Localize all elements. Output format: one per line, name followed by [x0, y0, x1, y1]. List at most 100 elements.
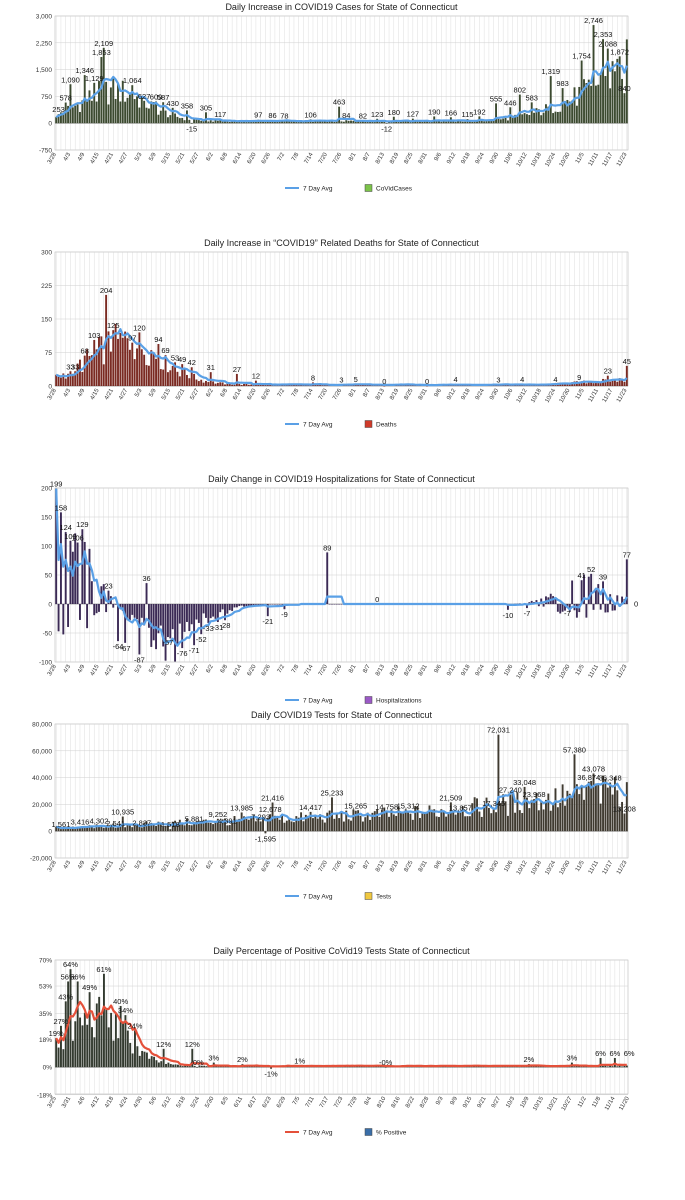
bar — [611, 61, 614, 124]
bar — [83, 826, 86, 832]
x-tick-label: 7/2 — [277, 151, 287, 162]
bar — [124, 1015, 127, 1068]
bar — [79, 111, 81, 124]
bar — [131, 1053, 134, 1068]
bar — [566, 790, 569, 832]
x-tick-label: 5/21 — [175, 859, 186, 873]
data-label: 97 — [254, 111, 262, 120]
bar — [316, 818, 319, 832]
legend: 7 Day Avg Deaths — [285, 420, 397, 429]
data-label: -12 — [381, 125, 392, 134]
legend: 7 Day Avg % Positive — [285, 1128, 407, 1137]
bar — [186, 604, 188, 622]
data-label: 1,064 — [123, 76, 142, 85]
legend-bar-swatch — [364, 184, 373, 192]
bar — [193, 1065, 196, 1068]
bar — [184, 1064, 187, 1068]
bar — [243, 816, 245, 832]
bar — [421, 813, 424, 832]
bar — [209, 822, 212, 832]
bar — [107, 590, 110, 604]
bar — [350, 820, 352, 832]
bar — [166, 372, 169, 386]
bar — [514, 114, 517, 124]
bar — [580, 1066, 583, 1068]
bar — [165, 1063, 167, 1068]
bar — [131, 342, 134, 386]
bar — [209, 120, 212, 124]
bar — [609, 782, 612, 832]
x-tick-label: 11/17 — [602, 859, 615, 875]
bar — [621, 801, 624, 832]
bar — [621, 596, 624, 604]
data-label: 180 — [388, 108, 401, 117]
bar — [114, 98, 117, 124]
bar — [114, 323, 117, 386]
bar — [193, 823, 196, 832]
bar — [390, 809, 393, 832]
bar — [321, 120, 324, 124]
data-label: 94 — [154, 335, 162, 344]
bar — [195, 821, 198, 832]
bar — [233, 816, 236, 832]
x-tick-label: 8/19 — [389, 151, 400, 165]
data-label: 3 — [496, 376, 500, 385]
data-label: 117 — [214, 110, 226, 119]
x-tick-label: 6/29 — [276, 1095, 287, 1109]
x-tick-label: 9/6 — [434, 151, 444, 162]
bar — [200, 604, 203, 635]
bar — [340, 604, 343, 605]
bar — [164, 826, 167, 832]
bar — [457, 120, 459, 124]
x-tick-label: 11/11 — [588, 859, 601, 875]
bar — [71, 1040, 74, 1068]
y-tick-label: 0 — [48, 602, 52, 609]
data-label: -31 — [212, 623, 223, 632]
bar — [71, 107, 74, 124]
data-label: 199 — [50, 480, 63, 489]
x-tick-label: 4/15 — [90, 663, 101, 677]
x-tick-label: 7/8 — [291, 387, 301, 398]
x-tick-label: 5/24 — [190, 1095, 201, 1109]
bar — [86, 826, 89, 832]
data-label: 14,758 — [375, 802, 398, 811]
bar — [483, 121, 486, 124]
bar — [537, 604, 540, 607]
bar — [152, 102, 155, 124]
bar — [198, 1065, 201, 1068]
x-tick-label: 9/24 — [475, 859, 486, 873]
x-tick-label: 10/27 — [561, 1095, 574, 1112]
x-tick-label: 5/15 — [161, 859, 172, 873]
y-tick-label: 200 — [41, 486, 52, 493]
data-label: 2,837 — [132, 818, 151, 827]
bar — [402, 120, 405, 124]
bar — [281, 814, 284, 832]
bar — [350, 120, 352, 124]
bar — [145, 821, 148, 832]
bar — [590, 381, 593, 386]
bar — [133, 825, 136, 832]
bar — [323, 822, 326, 832]
data-label: 578 — [59, 94, 72, 103]
legend-bar-label: Hospitalizations — [376, 698, 422, 705]
data-label: 12% — [156, 1040, 171, 1049]
x-tick-label: 6/2 — [205, 663, 215, 674]
bar — [283, 822, 286, 832]
bar — [143, 1051, 146, 1068]
bar — [499, 119, 502, 124]
bar — [207, 121, 210, 124]
bar — [150, 350, 153, 386]
data-label: 430 — [166, 99, 179, 108]
bar — [371, 812, 374, 832]
hospitalizations-chart-panel: Daily Change in COVID19 Hospitalizations… — [0, 472, 685, 708]
data-label: 106 — [304, 110, 317, 119]
bar — [514, 812, 517, 832]
legend-bar-label: Tests — [376, 894, 392, 901]
bar — [221, 604, 224, 610]
bar — [571, 580, 574, 604]
bar — [216, 382, 219, 386]
x-tick-label: 5/27 — [190, 663, 201, 677]
bar — [55, 826, 58, 832]
data-label: 840 — [618, 84, 631, 93]
bar — [81, 529, 84, 604]
